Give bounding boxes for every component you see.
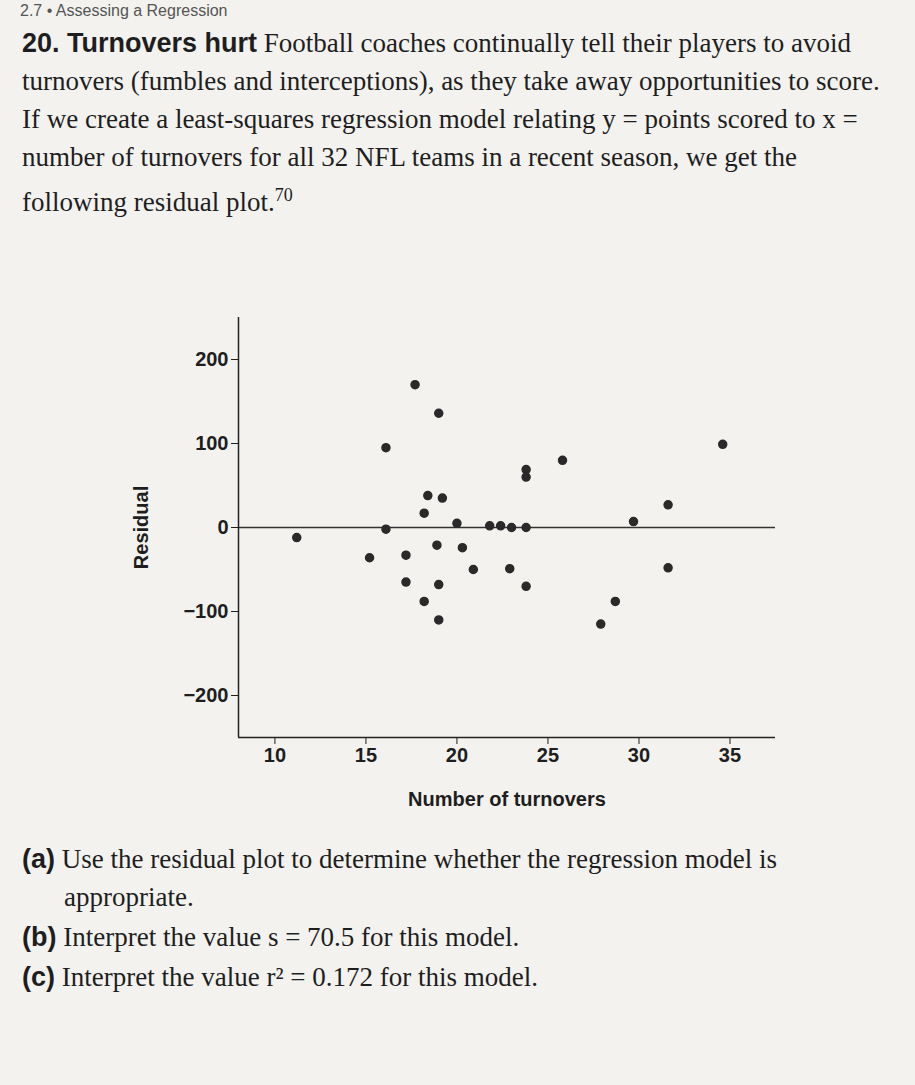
- html-text:20. Turnovers hurt Football co: 20. Turnovers hurt Football coaches cont…: [22, 28, 880, 217]
- svg-text:15: 15: [355, 744, 377, 766]
- svg-text:200: 200: [195, 348, 228, 370]
- svg-text:0: 0: [217, 516, 228, 538]
- svg-text:10: 10: [264, 744, 286, 766]
- html-text:(b) Interpret the value s = 70: (b) Interpret the value s = 70.5 for thi…: [22, 922, 520, 952]
- svg-text:−200: −200: [183, 684, 228, 706]
- svg-text:20: 20: [446, 744, 468, 766]
- svg-text:30: 30: [628, 744, 650, 766]
- svg-text:Residual: Residual: [130, 486, 152, 569]
- html-text:2.7 • Assessing a Regression: 2.7 • Assessing a Regression: [20, 2, 228, 19]
- svg-text:Number of turnovers: Number of turnovers: [408, 788, 606, 810]
- svg-text:35: 35: [719, 744, 741, 766]
- html-text:(a) Use the residual plot to d: (a) Use the residual plot to determine w…: [22, 844, 778, 912]
- html-text:(c) Interpret the value r² = 0: (c) Interpret the value r² = 0.172 for t…: [22, 962, 538, 992]
- svg-text:−100: −100: [183, 600, 228, 622]
- svg-text:25: 25: [537, 744, 559, 766]
- svg-text:100: 100: [195, 432, 228, 454]
